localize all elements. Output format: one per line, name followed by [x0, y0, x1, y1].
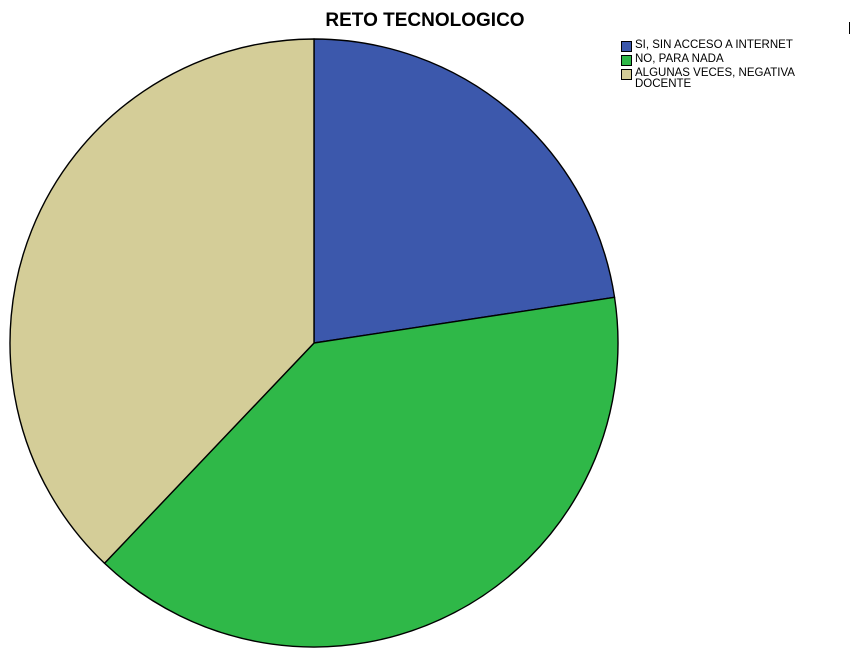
- pie-slice-1: [103, 296, 619, 648]
- legend-swatch-no-para-nada: [621, 55, 632, 66]
- chart-title: RETO TECNOLOGICO: [325, 10, 525, 31]
- pie-slice-0: [313, 38, 616, 344]
- legend-item-si-sin-acceso: SI, SIN ACCESO A INTERNET: [621, 39, 851, 52]
- pie-slice-2: [9, 38, 315, 564]
- legend-item-no-para-nada: NO, PARA NADA: [621, 53, 851, 66]
- legend-item-algunas-veces: ALGUNAS VECES, NEGATIVA DOCENTE: [621, 67, 851, 90]
- legend-swatch-si-sin-acceso: [621, 41, 632, 52]
- legend-label-si-sin-acceso: SI, SIN ACCESO A INTERNET: [635, 39, 793, 51]
- window-edge-mark: [849, 22, 850, 34]
- legend-label-algunas-veces: ALGUNAS VECES, NEGATIVA DOCENTE: [635, 67, 795, 90]
- legend-label-no-para-nada: NO, PARA NADA: [635, 53, 724, 65]
- legend-swatch-algunas-veces: [621, 69, 632, 80]
- pie-slices: [9, 38, 619, 648]
- legend: SI, SIN ACCESO A INTERNET NO, PARA NADA …: [621, 39, 851, 92]
